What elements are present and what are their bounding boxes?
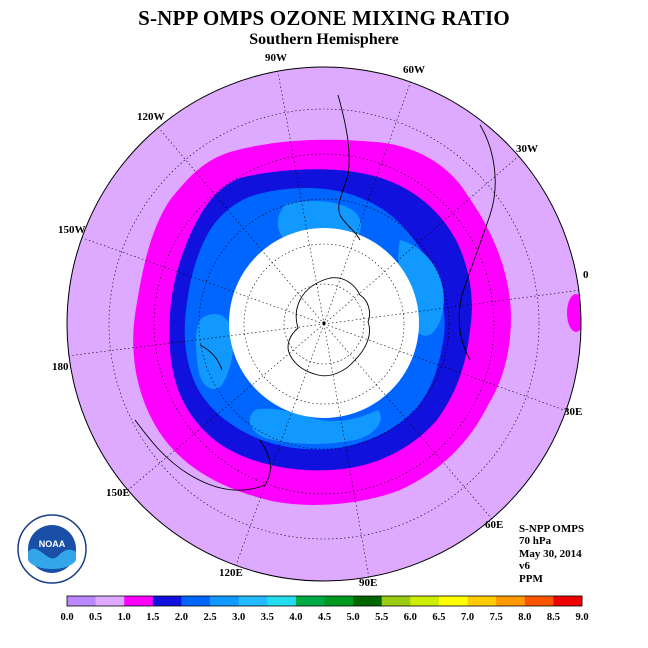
legend-tick-label: 8.5 [547,612,560,623]
antarctica-coast [287,277,371,377]
legend-swatch [124,596,154,606]
logo-text: NOAA [39,539,66,549]
legend-tick-label: 2.0 [175,612,188,623]
legend-tick-label: 0.5 [89,612,102,623]
legend-swatch [553,596,583,606]
legend-swatch [410,596,440,606]
south-america-coast [337,94,361,241]
legend-swatch [381,596,411,606]
legend-tick-label: 3.0 [232,612,245,623]
color-legend: 0.0 0.5 1.0 1.5 2.0 2.5 3.0 3.5 4.0 4.5 5.0 5.5 6.0 6… [60,595,589,623]
legend-tick-label: 9.0 [575,612,588,623]
legend-swatch [467,596,497,606]
legend-swatch [324,596,354,606]
longitude-labels: 90W 60W 30W 0 30E 60E 90E 120E 150E 180 … [52,52,589,589]
info-block: S-NPP OMPS 70 hPa May 30, 2014 v6 PPM [519,523,584,585]
legend-tick-label: 6.5 [432,612,445,623]
lon-label-60w: 60W [403,64,425,76]
info-units: PPM [519,572,543,585]
lon-label-0: 0 [583,269,589,281]
lon-label-120e: 120E [219,567,243,579]
legend-swatch [152,596,182,606]
legend-tick-label: 5.0 [347,612,360,623]
patch-light-blue-4 [249,408,381,444]
map-title: S-NPP OMPS OZONE MIXING RATIO [138,6,510,30]
graticule [67,67,581,579]
legend-swatch [238,596,268,606]
legend-swatch [295,596,325,606]
lon-label-60e: 60E [485,519,503,531]
legend-frame [66,595,583,607]
lon-label-150w: 150W [58,224,86,236]
legend-swatch [496,596,526,606]
legend-tick-label: 1.0 [118,612,131,623]
legend-swatch [95,596,125,606]
map-border [66,66,582,582]
legend-tick-label: 0.0 [60,612,73,623]
lon-label-30e: 30E [564,406,582,418]
patch-light-blue-3 [196,314,234,389]
legend-tick-label: 5.5 [375,612,388,623]
lon-label-90e: 90E [359,577,377,589]
lon-label-120w: 120W [137,111,165,123]
legend-tick-label: 3.5 [261,612,274,623]
legend-tick-label: 4.0 [289,612,302,623]
south-pole-marker [322,321,326,325]
legend-swatch [438,596,468,606]
legend-tick-label: 7.5 [490,612,503,623]
legend-tick-label: 7.0 [461,612,474,623]
legend-swatch [210,596,239,606]
legend-tick-label: 1.5 [146,612,159,623]
lon-label-90w: 90W [265,52,287,64]
info-level: 70 hPa [519,535,552,548]
legend-swatch [181,596,211,606]
lon-label-30w: 30W [516,143,538,155]
legend-swatch [67,596,96,606]
info-date: May 30, 2014 [519,547,582,560]
lon-label-180: 180 [52,361,69,373]
legend-swatch [524,596,554,606]
africa-coast [458,124,496,361]
australia-coast [134,419,271,491]
info-product: S-NPP OMPS [519,523,585,535]
new-zealand-coast [199,344,223,371]
coastlines [134,94,496,491]
map-subtitle: Southern Hemisphere [249,31,399,48]
lon-label-150e: 150E [106,487,130,499]
legend-tick-label: 6.0 [404,612,417,623]
band-magenta-edge [567,294,581,332]
legend-tick-label: 8.0 [518,612,531,623]
info-version: v6 [519,560,530,573]
legend-tick-label: 2.5 [203,612,216,623]
legend-swatch [353,596,383,606]
noaa-logo: NOAA [17,514,87,584]
legend-swatch [267,596,297,606]
legend-tick-label: 4.5 [318,612,331,623]
